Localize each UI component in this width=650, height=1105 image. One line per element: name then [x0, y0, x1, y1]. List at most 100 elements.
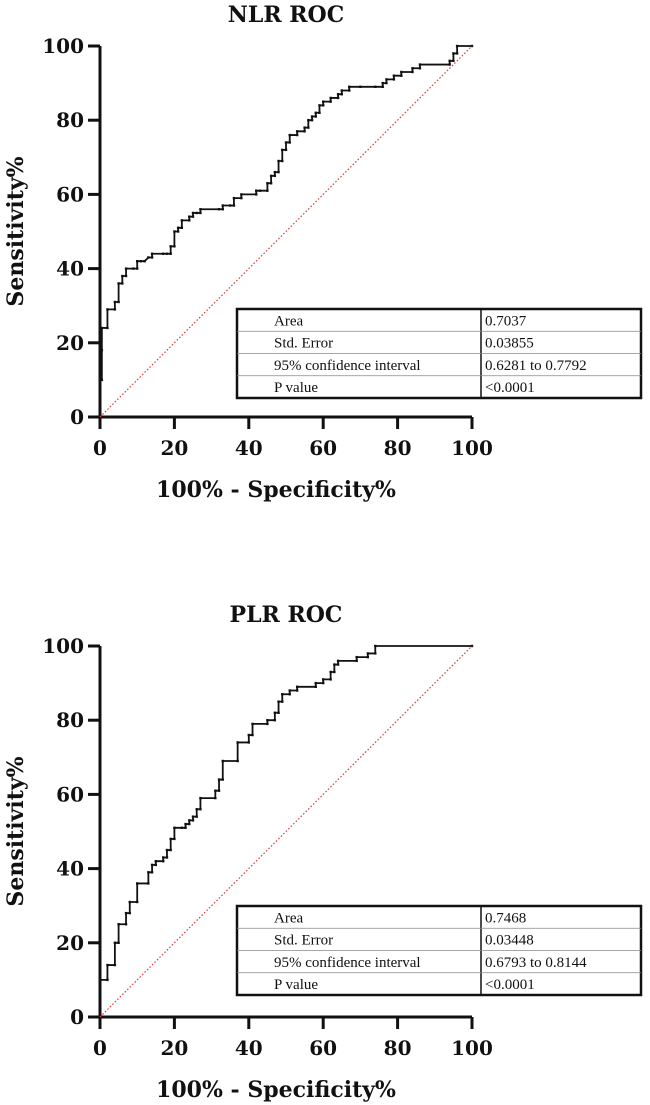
- roc-point: [143, 259, 146, 263]
- roc-point: [303, 126, 306, 129]
- roc-point: [162, 859, 165, 863]
- roc-point: [295, 130, 299, 133]
- x-tick-label: 60: [309, 1036, 337, 1060]
- roc-point: [366, 652, 370, 655]
- roc-point: [470, 644, 474, 648]
- reference-line: [99, 45, 473, 418]
- y-tick-label: 100: [42, 34, 84, 58]
- y-tick-label: 20: [56, 931, 84, 955]
- roc-point: [355, 655, 358, 659]
- roc-chart-2: PLR ROC 0 20 40 60 80 100 0 20 40 60 80 100 100% - Sp…: [3, 602, 643, 1103]
- roc-point: [221, 778, 224, 781]
- roc-point: [400, 70, 403, 74]
- roc-point: [188, 822, 191, 826]
- roc-point: [284, 148, 288, 152]
- roc-point: [284, 141, 288, 144]
- stats-table: Area 0.7468 Std. Error 0.03448 95% confidenc…: [235, 904, 643, 997]
- roc-point: [314, 681, 317, 685]
- roc-point: [162, 252, 165, 255]
- roc-point: [191, 819, 195, 822]
- roc-point: [173, 230, 176, 233]
- roc-point: [269, 174, 273, 178]
- roc-point: [314, 115, 317, 118]
- roc-point: [336, 663, 340, 666]
- roc-point: [392, 74, 396, 77]
- roc-point: [180, 219, 184, 222]
- roc-point: [169, 245, 172, 248]
- roc-point: [329, 670, 332, 674]
- roc-point: [106, 978, 109, 982]
- roc-point: [251, 733, 254, 737]
- x-tick-label: 20: [160, 436, 188, 460]
- roc-point: [136, 882, 139, 885]
- roc-point: [195, 211, 198, 215]
- roc-point: [98, 378, 102, 382]
- x-tick-label: 100: [451, 436, 493, 460]
- y-tick-label: 20: [56, 331, 84, 355]
- roc-point: [180, 826, 184, 829]
- x-tick-label: 0: [93, 436, 107, 460]
- roc-point: [277, 711, 280, 714]
- roc-point: [336, 96, 340, 100]
- roc-point: [147, 882, 150, 885]
- roc-point: [277, 170, 280, 174]
- roc-point: [121, 282, 124, 285]
- roc-point: [184, 826, 187, 829]
- roc-point: [214, 796, 217, 800]
- roc-point: [240, 193, 243, 196]
- roc-point: [411, 70, 414, 74]
- stats-value: <0.0001: [485, 977, 535, 993]
- roc-point: [117, 282, 120, 285]
- roc-point: [281, 693, 284, 696]
- y-tick-label: 0: [70, 405, 84, 429]
- roc-point: [113, 941, 117, 944]
- roc-point: [310, 119, 314, 122]
- roc-point: [100, 326, 104, 330]
- roc-point: [381, 85, 384, 89]
- stats-value: <0.0001: [485, 380, 535, 396]
- x-tick-label: 20: [160, 1036, 188, 1060]
- roc-point: [191, 215, 195, 218]
- roc-point: [150, 863, 154, 867]
- y-tick-label: 60: [56, 782, 84, 806]
- roc-point: [154, 863, 157, 867]
- roc-point: [310, 115, 314, 118]
- roc-point: [150, 252, 154, 255]
- roc-point: [288, 689, 291, 692]
- roc-point: [329, 96, 332, 100]
- roc-point: [117, 941, 120, 944]
- roc-point: [329, 100, 332, 103]
- roc-point: [188, 219, 191, 222]
- roc-point: [348, 85, 351, 89]
- roc-point: [124, 911, 128, 915]
- roc-point: [374, 85, 377, 89]
- roc-point: [98, 978, 102, 982]
- roc-point: [452, 59, 455, 63]
- roc-point: [199, 808, 202, 811]
- roc-point: [277, 159, 280, 163]
- y-tick-label: 60: [56, 182, 84, 206]
- roc-point: [136, 267, 139, 270]
- roc-point: [106, 963, 109, 967]
- roc-point: [273, 719, 277, 722]
- chart-title: NLR ROC: [228, 2, 344, 28]
- roc-point: [173, 837, 176, 841]
- roc-point: [121, 274, 124, 278]
- roc-point: [418, 67, 422, 70]
- roc-point: [232, 204, 236, 207]
- roc-point: [199, 796, 202, 800]
- y-tick-label: 100: [42, 634, 84, 658]
- roc-point: [132, 267, 135, 270]
- roc-point: [307, 119, 310, 122]
- roc-point: [136, 900, 139, 904]
- roc-point: [392, 78, 396, 81]
- roc-point: [314, 685, 317, 689]
- roc-point: [266, 722, 269, 726]
- roc-point: [221, 204, 224, 207]
- stats-value: 0.6793 to 0.8144: [485, 955, 587, 971]
- roc-point: [288, 133, 291, 137]
- roc-point: [128, 911, 131, 915]
- roc-point: [188, 819, 191, 822]
- x-tick-label: 40: [235, 436, 263, 460]
- roc-point: [251, 722, 254, 726]
